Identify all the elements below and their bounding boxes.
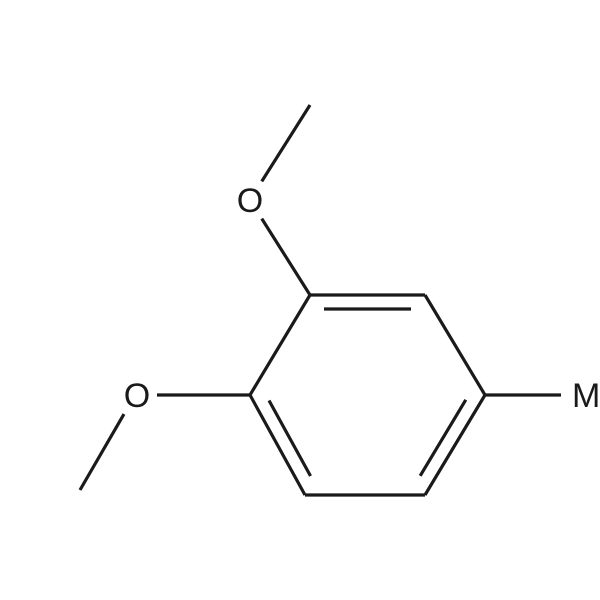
bond bbox=[250, 395, 305, 495]
bond bbox=[80, 414, 124, 490]
bond bbox=[425, 295, 485, 395]
bond bbox=[262, 105, 310, 181]
atom-label: Mg bbox=[572, 377, 600, 415]
atom-label: O bbox=[237, 182, 263, 220]
bond bbox=[250, 295, 310, 395]
atom-label: O bbox=[124, 377, 150, 415]
bond bbox=[262, 219, 310, 295]
molecule-diagram: OOMgBr bbox=[0, 0, 600, 600]
bond bbox=[425, 395, 485, 495]
